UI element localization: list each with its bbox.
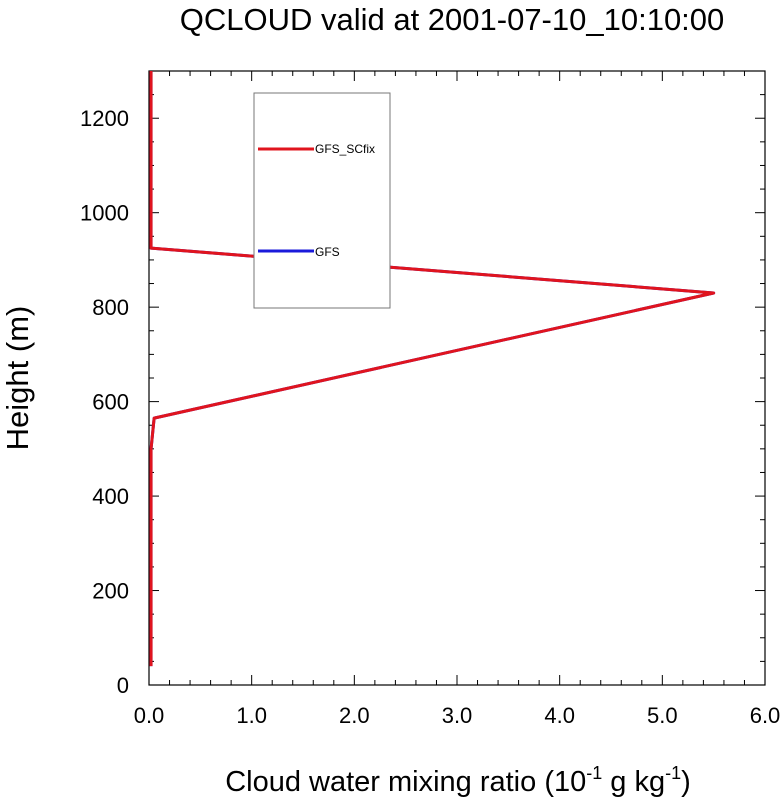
y-tick-label: 1200 bbox=[80, 106, 129, 131]
x-tick-label: 3.0 bbox=[442, 703, 473, 728]
series-layer bbox=[149, 71, 716, 667]
x-tick-label: 5.0 bbox=[647, 703, 678, 728]
legend-label-gfs-scfix: GFS_SCfix bbox=[315, 142, 375, 156]
x-tick-label: 1.0 bbox=[236, 703, 267, 728]
x-axis-label-exp1: -1 bbox=[586, 763, 602, 783]
chart-title: QCLOUD valid at 2001-07-10_10:10:00 bbox=[180, 2, 725, 37]
x-tick-label: 6.0 bbox=[750, 703, 781, 728]
x-axis-label: Cloud water mixing ratio (10-1 g kg-1) bbox=[225, 763, 691, 798]
x-tick-label: 4.0 bbox=[544, 703, 575, 728]
series-line-gfs bbox=[149, 71, 716, 667]
axis-tick-labels: 0.0 1.0 2.0 3.0 4.0 5.0 6.0 0 200 400 600 800 1000 12… bbox=[80, 106, 780, 728]
y-tick-label: 600 bbox=[92, 390, 129, 415]
x-axis-label-prefix: Cloud water mixing ratio (10 bbox=[225, 766, 586, 798]
y-tick-label: 800 bbox=[92, 295, 129, 320]
legend-box bbox=[253, 92, 391, 309]
x-axis-label-middle: g kg bbox=[602, 766, 665, 798]
x-tick-label: 0.0 bbox=[134, 703, 165, 728]
y-tick-label: 400 bbox=[92, 484, 129, 509]
legend-label-gfs: GFS bbox=[315, 245, 340, 259]
y-tick-label: 200 bbox=[92, 579, 129, 604]
series-line-gfs-scfix bbox=[149, 71, 716, 667]
plot-frame bbox=[148, 70, 766, 686]
legend: GFS_SCfix GFS bbox=[253, 92, 391, 309]
y-tick-label: 1000 bbox=[80, 201, 129, 226]
y-tick-label: 0 bbox=[117, 673, 129, 698]
x-axis-label-suffix: ) bbox=[681, 766, 691, 798]
x-axis-label-exp2: -1 bbox=[665, 763, 681, 783]
x-tick-label: 2.0 bbox=[339, 703, 370, 728]
axis-ticks bbox=[148, 70, 766, 686]
y-axis-label: Height (m) bbox=[0, 306, 35, 451]
